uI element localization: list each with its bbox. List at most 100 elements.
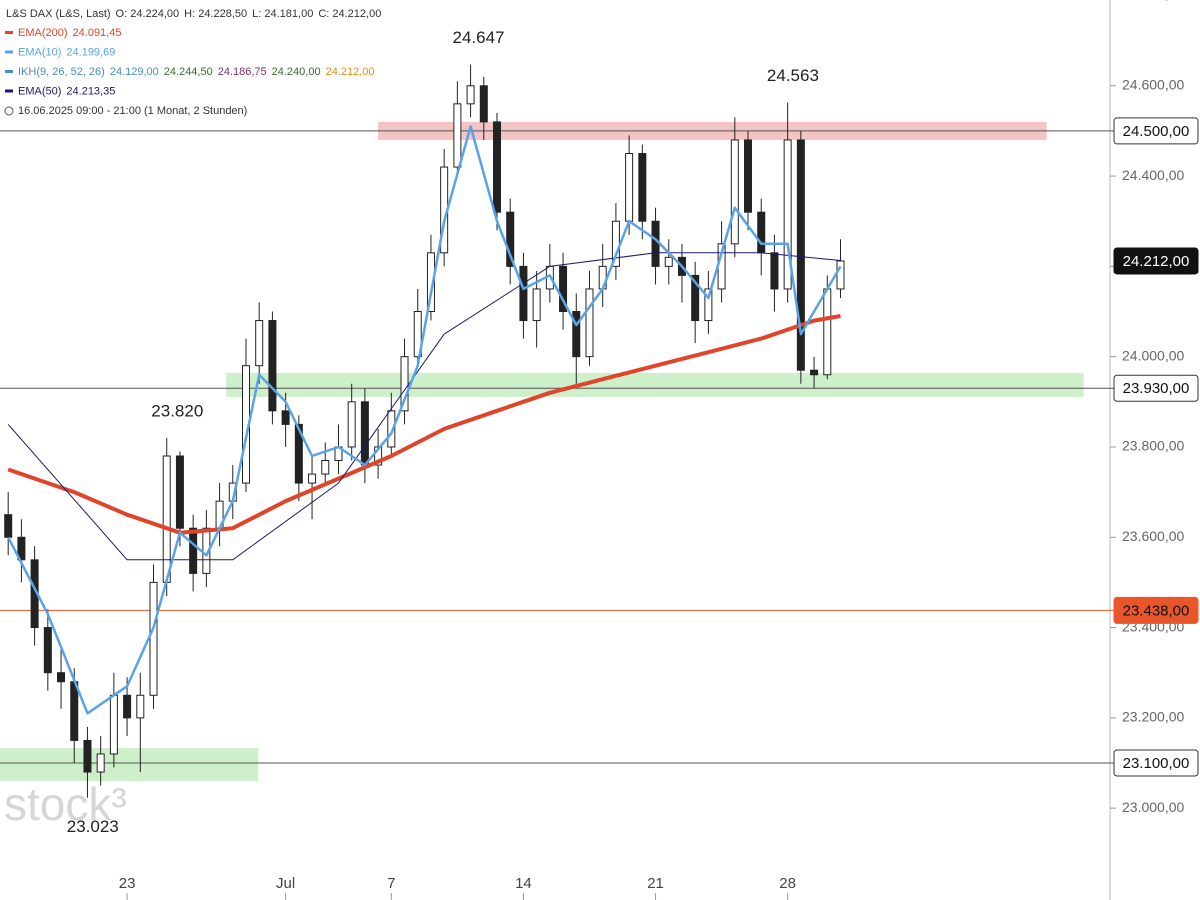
candle-body	[413, 311, 422, 358]
candle-body	[308, 473, 317, 484]
period: 16.06.2025 09:00 - 21:00 (1 Monat, 2 Stu…	[18, 105, 247, 117]
zone	[226, 372, 1084, 397]
candle-body	[625, 153, 634, 222]
y-tick-label: 24.600,00	[1122, 76, 1184, 92]
candle-body	[83, 739, 92, 773]
legend-swatch	[5, 50, 13, 54]
legend-swatch	[5, 89, 13, 93]
legend-text: L: 24.181,00	[252, 8, 313, 20]
x-tick-label: 28	[779, 875, 796, 892]
x-tick-label: 7	[387, 875, 395, 892]
level-label: 23.930,00	[1123, 380, 1190, 397]
x-tick-label: 21	[647, 875, 664, 892]
candle-body	[783, 139, 792, 290]
legend-text: EMA(200)	[18, 27, 68, 39]
level-label: 24.212,00	[1123, 253, 1190, 270]
candle-body	[255, 320, 264, 367]
candle-body	[796, 139, 805, 371]
candle-body	[532, 288, 541, 322]
watermark: stock³	[4, 778, 127, 830]
candle-body	[149, 581, 158, 696]
candle-body	[638, 153, 647, 222]
candle-body	[17, 536, 26, 561]
candle-body	[585, 288, 594, 358]
candle-body	[109, 694, 118, 755]
y-tick-label: 23.600,00	[1122, 528, 1184, 544]
price-annotation: 24.647	[453, 28, 505, 47]
legend-text: IKH(9, 26, 52, 26)	[18, 66, 105, 78]
x-tick-label: Jul	[276, 875, 295, 892]
candle-body	[823, 288, 832, 376]
candle-body	[189, 527, 198, 574]
candle-body	[4, 514, 13, 538]
candle-body	[387, 410, 396, 448]
candle-body	[43, 627, 52, 674]
legend-text: EMA(10)	[18, 46, 61, 58]
candle-body	[360, 401, 369, 466]
legend-text: 24.244,50	[164, 66, 213, 78]
price-annotation: 24.563	[767, 66, 819, 85]
candle-body	[493, 121, 502, 213]
zone	[0, 748, 259, 782]
candle-body	[704, 288, 713, 322]
candle-body	[136, 694, 145, 719]
candle-body	[479, 85, 488, 123]
indicator-line	[7, 252, 841, 561]
legend-header: L&S DAX (L&S, Last) O: 24.224,00 H: 24.228…	[6, 8, 381, 20]
indicator-line	[7, 314, 841, 535]
candle-body	[321, 460, 330, 475]
legend-text: EMA(50)	[18, 85, 61, 97]
candle-body	[374, 446, 383, 466]
candle-body	[770, 252, 779, 290]
legend-entry: EMA(10) 24.199,69	[18, 46, 115, 58]
candle-body	[836, 260, 845, 290]
x-tick-label: 14	[515, 875, 532, 892]
level-label-box	[1113, 374, 1199, 402]
legend-swatch	[5, 70, 13, 73]
legend-text: O: 24.224,00	[116, 8, 180, 20]
level-label: 23.438,00	[1123, 602, 1190, 619]
candle-body	[347, 401, 356, 448]
price-annotation: 23.820	[151, 401, 203, 420]
y-tick-label: 24.400,00	[1122, 167, 1184, 183]
legend-text: 24.199,69	[66, 46, 115, 58]
legend-text: 24.129,00	[110, 66, 159, 78]
level-label-box	[1113, 247, 1199, 275]
candle-body	[651, 220, 660, 267]
legend-text: L&S DAX (L&S, Last)	[6, 8, 111, 20]
candle-body	[70, 681, 79, 741]
candle-body	[757, 211, 766, 254]
candle-body	[730, 139, 739, 245]
candle-body	[96, 753, 105, 773]
candle-body	[744, 139, 753, 213]
candle-body	[506, 211, 515, 267]
candle-body	[559, 265, 568, 313]
legend-entry: EMA(200) 24.091,45	[18, 27, 121, 39]
indicator-line	[7, 125, 842, 715]
candle-body	[400, 356, 409, 412]
candle-body	[426, 252, 435, 313]
legend-entry: EMA(50) 24.213,35	[18, 85, 115, 97]
candle-body	[57, 672, 66, 683]
candle-body	[175, 455, 184, 529]
level-label: 23.100,00	[1123, 755, 1190, 772]
candle-body	[572, 311, 581, 358]
legend-swatch	[5, 31, 13, 34]
legend-entry: IKH(9, 26, 52, 26) 24.129,00 24.244,50 24.1…	[18, 66, 375, 78]
price-annotation: 23.023	[67, 817, 119, 836]
label-layer: 24.647 24.563 23.820 23.023 24.500,00 24.212,…	[4, 8, 1199, 836]
x-tick-label: 23	[119, 875, 136, 892]
clock-icon	[4, 106, 14, 116]
y-tick-label: 23.000,00	[1122, 799, 1184, 815]
legend-text: H: 24.228,50	[184, 8, 247, 20]
candle-body	[268, 320, 277, 412]
legend-text: 24.091,45	[73, 27, 122, 39]
y-tick-label: 23.800,00	[1122, 438, 1184, 454]
legend-text: 24.186,75	[218, 66, 267, 78]
candle-body	[810, 369, 819, 376]
candle-body	[664, 256, 673, 267]
legend-text: C: 24.212,00	[318, 8, 381, 20]
candle-body	[294, 423, 303, 484]
